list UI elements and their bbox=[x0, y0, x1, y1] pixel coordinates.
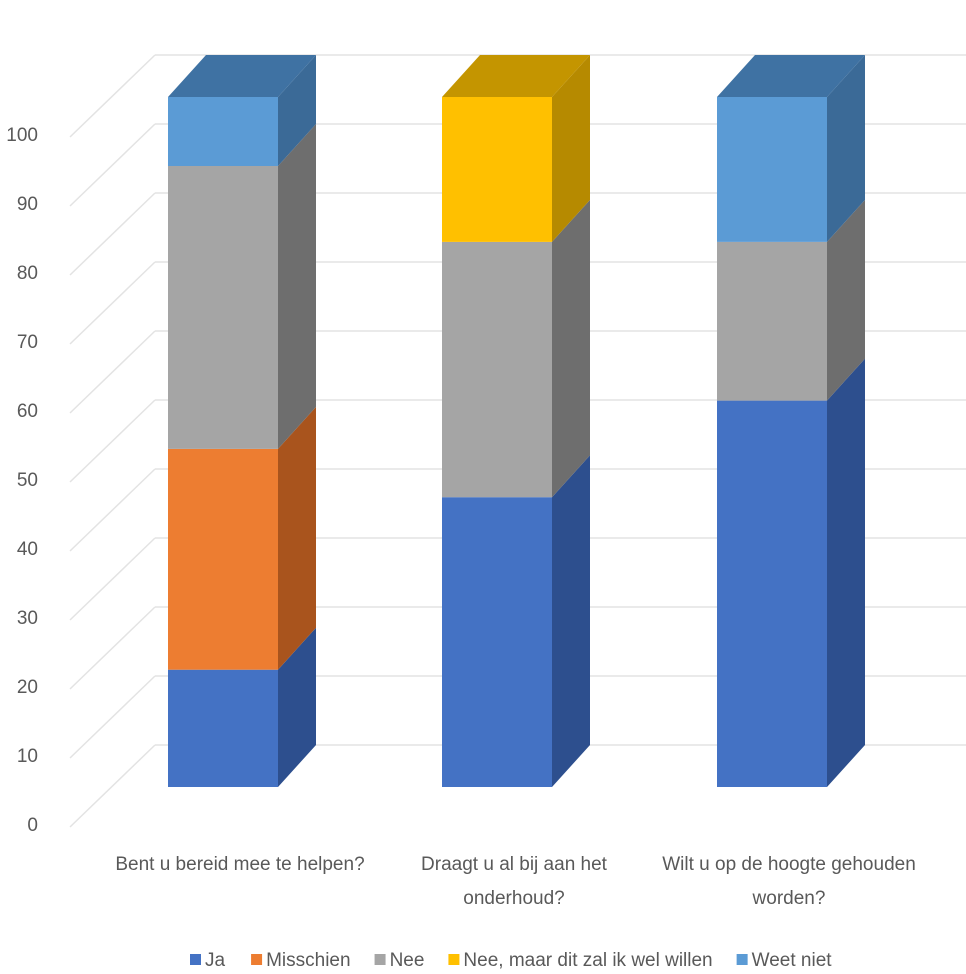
bar-segment-ja bbox=[717, 400, 827, 787]
legend-swatch-misschien bbox=[251, 954, 263, 965]
bar-segment-nee bbox=[168, 166, 278, 449]
x-category-label: onderhoud? bbox=[463, 888, 564, 909]
bar-segment-nee-maar-dit-zal-ik-wel-willen bbox=[442, 97, 552, 242]
gridline-diagonal bbox=[69, 399, 156, 483]
gridline-diagonal bbox=[69, 606, 156, 690]
bar-segment-nee bbox=[717, 241, 827, 401]
bar-segment-ja-side bbox=[278, 627, 316, 787]
bar-segment-ja-side bbox=[827, 358, 865, 787]
bar-segment-weet-niet-side bbox=[827, 55, 865, 242]
y-tick-label: 100 bbox=[6, 125, 38, 146]
x-category-label: Draagt u al bij aan het bbox=[421, 854, 608, 875]
bar-segment-weet-niet-top bbox=[168, 55, 316, 97]
legend-swatch-weet-niet bbox=[736, 954, 748, 965]
legend-label: Weet niet bbox=[752, 950, 833, 971]
legend: Ja Misschien Nee Nee, maar dit zal ik wel w… bbox=[190, 950, 832, 971]
y-tick-label: 70 bbox=[17, 332, 38, 353]
y-tick-label: 50 bbox=[17, 470, 38, 491]
x-axis: Bent u bereid mee te helpen? Draagt u al … bbox=[115, 854, 915, 909]
gridline-diagonal bbox=[69, 675, 156, 759]
bar-segment-weet-niet-top bbox=[717, 55, 865, 97]
y-tick-label: 60 bbox=[17, 401, 38, 422]
y-axis: 0 10 20 30 40 50 60 70 80 90 100 bbox=[6, 125, 38, 836]
legend-swatch-nee-maar-dit-zal-ik-wel-willen bbox=[448, 954, 460, 965]
bar-segment-misschien bbox=[168, 448, 278, 670]
x-category-label: worden? bbox=[752, 888, 826, 909]
y-tick-label: 20 bbox=[17, 677, 38, 698]
y-tick-label: 80 bbox=[17, 263, 38, 284]
gridline-diagonal bbox=[69, 537, 156, 621]
legend-label: Ja bbox=[205, 950, 226, 971]
gridline-diagonal bbox=[69, 744, 156, 828]
bar-segment-ja-side bbox=[552, 455, 590, 787]
legend-swatch-ja bbox=[190, 954, 201, 965]
bar-segment-misschien-side bbox=[278, 406, 316, 670]
gridline-diagonal bbox=[69, 54, 156, 138]
legend-label: Nee bbox=[390, 950, 425, 971]
bar-segment-weet-niet-side bbox=[278, 55, 316, 166]
gridline-diagonal bbox=[69, 261, 156, 345]
bar-segment-nee-side bbox=[278, 124, 316, 449]
x-category-label: Wilt u op de hoogte gehouden bbox=[662, 854, 916, 875]
bar-segment-nee-maar-dit-zal-ik-wel-willen-side bbox=[552, 55, 590, 242]
bar-segment-weet-niet bbox=[717, 97, 827, 242]
y-tick-label: 30 bbox=[17, 608, 38, 629]
bar-segment-ja bbox=[168, 669, 278, 787]
y-tick-label: 90 bbox=[17, 194, 38, 215]
legend-label: Nee, maar dit zal ik wel willen bbox=[463, 950, 712, 971]
y-tick-label: 10 bbox=[17, 746, 38, 767]
bar-segment-nee-maar-dit-zal-ik-wel-willen-top bbox=[442, 55, 590, 97]
bar-segment-nee-side bbox=[827, 199, 865, 401]
bars bbox=[168, 55, 865, 787]
gridline-diagonal bbox=[69, 330, 156, 414]
legend-label: Misschien bbox=[266, 950, 350, 971]
y-tick-label: 0 bbox=[27, 815, 38, 836]
y-tick-label: 40 bbox=[17, 539, 38, 560]
legend-swatch-nee bbox=[374, 954, 386, 965]
bar-segment-weet-niet bbox=[168, 97, 278, 166]
bar-segment-ja bbox=[442, 497, 552, 787]
x-category-label: Bent u bereid mee te helpen? bbox=[115, 854, 364, 875]
bar-segment-nee bbox=[442, 241, 552, 498]
bar-segment-nee-side bbox=[552, 199, 590, 498]
gridline-diagonal bbox=[69, 192, 156, 276]
gridline-diagonal bbox=[69, 123, 156, 207]
gridline-diagonal bbox=[69, 468, 156, 552]
